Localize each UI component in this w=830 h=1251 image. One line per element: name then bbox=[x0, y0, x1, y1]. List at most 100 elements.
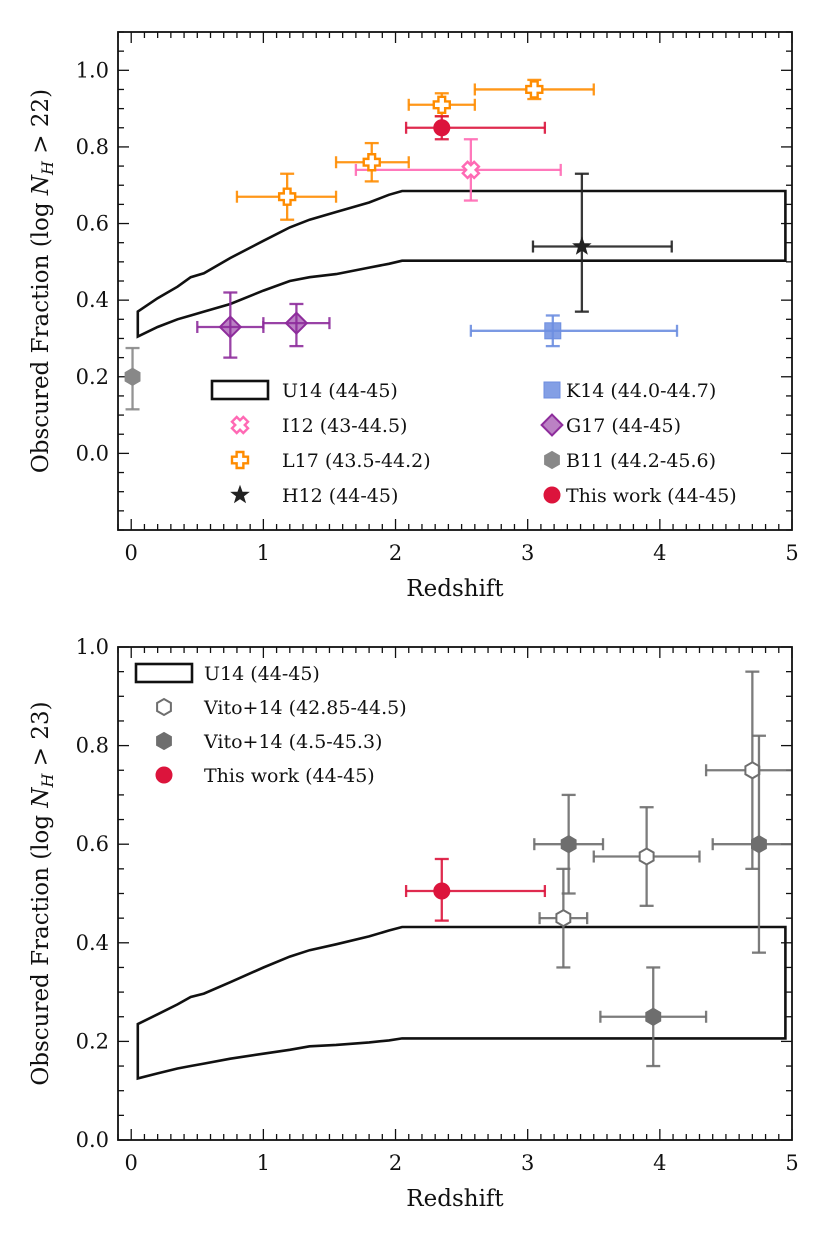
y-tick-label: 0.4 bbox=[76, 931, 109, 955]
y-tick-label: 1.0 bbox=[76, 58, 109, 82]
hexagon-open-marker bbox=[555, 908, 572, 928]
legend-label: H12 (44-45) bbox=[282, 485, 398, 507]
legend-entry: L17 (43.5-44.2) bbox=[230, 450, 431, 472]
data-point bbox=[124, 346, 141, 411]
plus-open-marker bbox=[362, 153, 381, 172]
data-point bbox=[354, 138, 562, 202]
plot-frame bbox=[117, 646, 793, 1141]
legend-hexagon-open-marker bbox=[156, 697, 172, 717]
legend-hexagon-marker bbox=[156, 731, 172, 751]
y-tick-label: 1.0 bbox=[76, 635, 109, 659]
x-tick-label: 1 bbox=[257, 1151, 270, 1175]
legend-label: This work (44-45) bbox=[566, 485, 737, 507]
y-tick-label: 0.8 bbox=[76, 734, 109, 758]
legend-star-marker bbox=[230, 484, 250, 504]
legend-label: This work (44-45) bbox=[204, 765, 375, 787]
legend: U14 (44-45) I12 (43-44.5) L17 (43.5-44.2) H… bbox=[210, 379, 737, 507]
y-tick-label: 0.6 bbox=[76, 212, 109, 236]
y-tick-label: 0.2 bbox=[76, 1029, 109, 1053]
x-tick-label: 2 bbox=[389, 1151, 402, 1175]
legend-label: U14 (44-45) bbox=[282, 380, 398, 402]
hexagon-open-marker bbox=[638, 847, 655, 866]
y-tick-label: 0.4 bbox=[76, 288, 109, 312]
legend: U14 (44-45) Vito+14 (42.85-44.5) Vito+14 (… bbox=[134, 662, 407, 787]
legend-band-swatch bbox=[210, 379, 270, 401]
u14-band bbox=[136, 189, 787, 339]
data-point bbox=[235, 172, 338, 221]
data-point bbox=[592, 806, 701, 907]
u14-band bbox=[136, 925, 787, 1081]
x-axis-label: Redshift bbox=[406, 576, 504, 602]
star-marker bbox=[572, 236, 592, 255]
plus-open-marker bbox=[432, 95, 451, 114]
square-marker bbox=[544, 322, 562, 340]
diamond-marker bbox=[218, 315, 243, 339]
legend-label: L17 (43.5-44.2) bbox=[282, 450, 431, 472]
legend-x-cross-open-marker bbox=[230, 415, 250, 435]
y-tick-label: 0.6 bbox=[76, 832, 109, 856]
legend-circle-marker bbox=[543, 486, 561, 504]
legend-entry: U14 (44-45) bbox=[210, 379, 398, 402]
legend-plus-open-marker bbox=[230, 450, 250, 470]
data-point bbox=[599, 966, 708, 1068]
data-point bbox=[538, 867, 589, 969]
hexagon-marker bbox=[124, 367, 141, 386]
y-tick-label: 0.0 bbox=[76, 1128, 109, 1152]
legend-square-marker bbox=[543, 381, 561, 399]
x-tick-label: 0 bbox=[125, 541, 138, 565]
x-tick-label: 0 bbox=[125, 1151, 138, 1175]
x-axis-label: Redshift bbox=[406, 1186, 504, 1212]
data-point bbox=[473, 78, 595, 101]
legend-entry: H12 (44-45) bbox=[230, 484, 398, 507]
legend-entry: This work (44-45) bbox=[543, 485, 737, 507]
y-tick-label: 0.0 bbox=[76, 441, 109, 465]
circle-marker bbox=[433, 119, 451, 137]
legend-label: Vito+14 (4.5-45.3) bbox=[203, 731, 382, 753]
data-point bbox=[531, 172, 673, 313]
bottom-panel: 0 1 2 3 4 5 0.0 0.2 0.4 0.6 0.8 1.0 Redshift Obscured… bbox=[28, 635, 799, 1212]
legend-circle-marker bbox=[155, 766, 173, 784]
plus-open-marker bbox=[277, 187, 297, 206]
data-point bbox=[533, 793, 605, 895]
data-point bbox=[404, 115, 547, 141]
data-point bbox=[196, 291, 265, 359]
legend-entry: Vito+14 (4.5-45.3) bbox=[156, 731, 382, 753]
plot-area bbox=[124, 78, 787, 411]
legend-label: U14 (44-45) bbox=[204, 663, 320, 685]
axis-ticks bbox=[117, 646, 793, 1141]
y-tick-label: 0.8 bbox=[76, 135, 109, 159]
x-tick-label: 1 bbox=[257, 541, 270, 565]
x-tick-label: 4 bbox=[653, 1151, 666, 1175]
y-tick-label: 0.2 bbox=[76, 365, 109, 389]
y-axis-label: Obscured Fraction (log NH > 22) bbox=[28, 89, 57, 473]
data-point bbox=[407, 92, 476, 118]
data-point bbox=[704, 670, 792, 870]
legend-label: Vito+14 (42.85-44.5) bbox=[203, 697, 407, 719]
legend-band-swatch bbox=[134, 662, 194, 684]
plot-frame bbox=[117, 31, 793, 531]
x-tick-label: 3 bbox=[521, 541, 534, 565]
legend-entry: I12 (43-44.5) bbox=[230, 415, 407, 437]
plot-area bbox=[136, 670, 792, 1081]
x-tick-label: 5 bbox=[785, 1151, 798, 1175]
legend-entry: Vito+14 (42.85-44.5) bbox=[156, 697, 407, 719]
circle-marker bbox=[433, 882, 451, 900]
hexagon-open-marker bbox=[744, 761, 761, 780]
data-point bbox=[711, 734, 792, 954]
data-point bbox=[262, 302, 331, 348]
legend-label: G17 (44-45) bbox=[566, 415, 681, 437]
hexagon-marker bbox=[560, 835, 577, 854]
data-point bbox=[404, 857, 547, 922]
legend-label: B11 (44.2-45.6) bbox=[566, 450, 716, 472]
x-tick-label: 4 bbox=[653, 541, 666, 565]
legend-entry: B11 (44.2-45.6) bbox=[544, 450, 716, 472]
legend-entry: G17 (44-45) bbox=[540, 413, 681, 437]
legend-entry: K14 (44.0-44.7) bbox=[543, 380, 716, 402]
x-tick-label: 2 bbox=[389, 541, 402, 565]
legend-label: I12 (43-44.5) bbox=[282, 415, 407, 437]
legend-entry: U14 (44-45) bbox=[134, 662, 320, 685]
plus-open-marker bbox=[525, 80, 544, 99]
legend-label: K14 (44.0-44.7) bbox=[566, 380, 716, 402]
